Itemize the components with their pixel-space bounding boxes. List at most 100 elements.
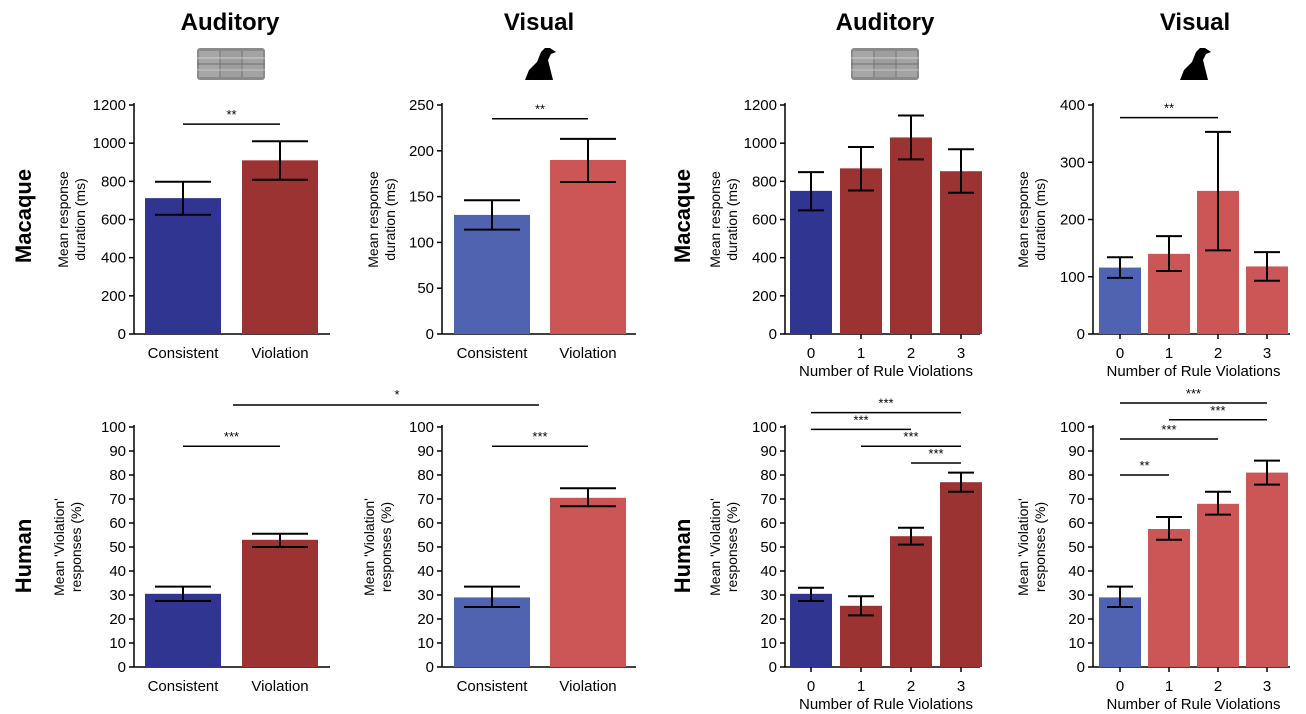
x-tick-label: Consistent [457,678,529,695]
panel-human-visual-condition: 0 10 20 30 40 50 60 70 80 90 100 Consistent Violatio… [361,419,636,695]
bar-1 [1148,529,1190,667]
y-tick-label: 0 [426,659,434,676]
y-axis-label-line: duration (ms) [382,178,398,260]
bar-2 [1197,503,1239,667]
x-tick-label: 3 [957,345,965,362]
significance-label: *** [903,429,918,444]
y-tick-label: 0 [769,659,777,676]
y-tick-label: 200 [101,288,126,305]
y-axis-label-line: Mean 'Violation' [707,498,723,596]
y-tick-label: 400 [101,250,126,267]
y-tick-label: 60 [417,515,434,532]
y-tick-label: 40 [417,563,434,580]
y-axis-label-line: Mean response [707,171,723,268]
y-axis-label: Mean 'Violation'responses (%) [51,498,84,596]
significance-label: *** [532,429,547,444]
x-tick-label: 3 [1263,678,1271,695]
y-tick-label: 20 [417,611,434,628]
sound-spectrogram-icon [851,48,919,80]
y-tick-label: 10 [417,635,434,652]
x-tick-label: Consistent [457,345,529,362]
significance-label: *** [224,429,239,444]
y-tick-label: 80 [1068,467,1085,484]
significance-label: *** [928,446,943,461]
x-tick-label: 2 [907,678,915,695]
column-title-visual-2: Visual [1160,9,1230,36]
between-panel-significance-label: * [394,387,399,402]
y-tick-label: 30 [760,587,777,604]
y-tick-label: 1200 [744,97,777,114]
y-axis-label-line: Mean response [1015,171,1031,268]
bar-Consistent [454,597,530,667]
x-axis-label: Number of Rule Violations [1107,696,1281,713]
y-tick-label: 80 [760,467,777,484]
x-tick-label: 3 [957,678,965,695]
y-tick-label: 0 [769,326,777,343]
y-tick-label: 50 [109,539,126,556]
y-tick-label: 100 [409,234,434,251]
y-tick-label: 30 [109,587,126,604]
bar-3 [940,482,982,667]
y-tick-label: 800 [101,173,126,190]
row-title-human-2: Human [670,519,695,594]
y-tick-label: 0 [1077,659,1085,676]
y-tick-label: 60 [109,515,126,532]
y-axis-label-line: Mean response [365,171,381,268]
y-tick-label: 20 [760,611,777,628]
column-title-auditory-1: Auditory [181,9,280,36]
panel-macaque-visual-condition: 0 50 100 150 200 250 Consistent Violation Mean r… [365,97,636,362]
column-title-auditory-2: Auditory [836,9,935,36]
y-axis-label: Mean responseduration (ms) [1015,171,1048,268]
x-axis-label: Number of Rule Violations [1107,363,1281,380]
y-tick-label: 50 [417,280,434,297]
y-tick-label: 70 [417,491,434,508]
x-tick-label: 0 [1116,345,1124,362]
x-tick-label: Consistent [148,678,220,695]
y-tick-label: 200 [752,288,777,305]
y-tick-label: 20 [109,611,126,628]
x-tick-label: 0 [1116,678,1124,695]
significance-label: ** [535,102,545,117]
bar-Violation [550,159,626,334]
y-tick-label: 50 [760,539,777,556]
y-tick-label: 10 [1068,635,1085,652]
x-tick-label: 1 [1165,345,1173,362]
y-tick-label: 200 [1060,212,1085,229]
y-axis-label: Mean 'Violation'responses (%) [361,498,394,596]
y-tick-label: 0 [118,659,126,676]
y-axis-label-line: responses (%) [378,502,394,592]
bar-1 [840,168,882,334]
column-title-visual-1: Visual [504,9,574,36]
y-axis-label-line: Mean response [55,171,71,268]
y-axis-label-line: duration (ms) [1032,178,1048,260]
y-tick-label: 50 [417,539,434,556]
y-tick-label: 400 [1060,97,1085,114]
y-axis-label: Mean 'Violation'responses (%) [707,498,740,596]
y-axis-label-line: duration (ms) [724,178,740,260]
bar-Violation [242,160,318,334]
y-tick-label: 60 [1068,515,1085,532]
row-title-human-1: Human [11,519,36,594]
y-tick-label: 0 [426,326,434,343]
y-tick-label: 90 [1068,443,1085,460]
y-tick-label: 1000 [744,135,777,152]
y-axis-label: Mean responseduration (ms) [55,171,88,268]
y-tick-label: 80 [417,467,434,484]
x-tick-label: 0 [807,678,815,695]
bar-0 [790,593,832,667]
y-tick-label: 70 [109,491,126,508]
significance-label: *** [1186,386,1201,401]
y-tick-label: 100 [1060,269,1085,286]
y-tick-label: 300 [1060,154,1085,171]
y-tick-label: 0 [118,326,126,343]
y-axis-label: Mean responseduration (ms) [365,171,398,268]
y-tick-label: 150 [409,189,434,206]
x-tick-label: 1 [857,678,865,695]
significance-label: ** [226,107,236,122]
x-tick-label: 0 [807,345,815,362]
x-tick-label: 3 [1263,345,1271,362]
y-axis-label: Mean 'Violation'responses (%) [1015,498,1048,596]
y-tick-label: 100 [752,419,777,436]
